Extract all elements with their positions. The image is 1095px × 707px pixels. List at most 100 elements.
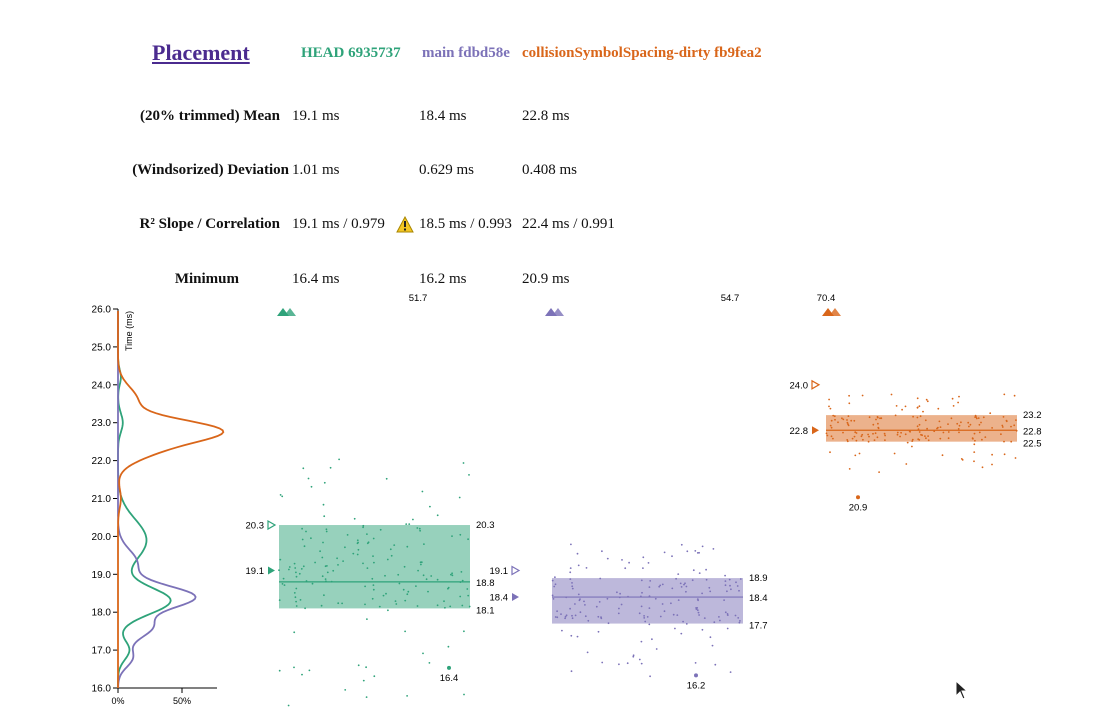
y-tick-label: 24.0 (92, 380, 112, 391)
sample-point (846, 421, 849, 424)
sample-point (570, 634, 573, 637)
sample-point (739, 578, 742, 580)
sample-point (565, 614, 568, 617)
y-axis-label: Time (ms) (124, 311, 134, 351)
sample-point (878, 471, 880, 473)
sample-point (904, 433, 907, 436)
mouse-cursor-icon (955, 680, 969, 700)
sample-point (961, 459, 964, 461)
sample-point (925, 398, 928, 401)
sample-point (916, 425, 919, 428)
sample-point (918, 423, 921, 426)
sample-point (569, 567, 572, 569)
sample-point (916, 397, 919, 400)
sample-point (382, 594, 385, 597)
sample-point (728, 578, 731, 581)
sample-point (364, 585, 366, 588)
sample-point (451, 574, 454, 577)
sample-point (841, 417, 843, 420)
sample-point (974, 414, 977, 417)
sample-point (436, 578, 439, 581)
sample-point (651, 638, 653, 641)
sample-point (647, 562, 650, 564)
box-median-label: 18.4 (749, 593, 768, 604)
sample-point (598, 601, 601, 603)
sample-point (658, 585, 661, 588)
sample-point (911, 445, 913, 448)
sample-point (356, 539, 359, 542)
y-tick-label: 20.0 (92, 532, 112, 543)
sample-point (329, 466, 332, 469)
sample-point (1003, 453, 1006, 456)
sample-point (461, 579, 464, 582)
sample-point (947, 431, 950, 433)
sample-point (569, 578, 572, 580)
warning-triangle-icon (396, 216, 414, 233)
box-median-label: 18.8 (476, 578, 495, 589)
sample-point (565, 596, 568, 599)
sample-point (884, 439, 886, 441)
sample-point (408, 523, 411, 525)
sample-point (723, 599, 725, 601)
cell-slope-main: 18.5 ms / 0.993 (419, 216, 512, 232)
sample-point (323, 481, 326, 484)
sample-point (738, 621, 741, 624)
sample-point (362, 524, 365, 527)
sample-point (443, 600, 445, 603)
sample-point (825, 432, 828, 435)
overflow-marker (552, 308, 564, 316)
sample-point (640, 595, 642, 598)
sample-point (680, 632, 683, 635)
sample-point (393, 544, 396, 546)
y-tick-label: 17.0 (92, 646, 112, 657)
sample-point (904, 405, 907, 408)
sample-point (659, 584, 662, 587)
box-iqr (279, 525, 470, 609)
sample-point (937, 407, 940, 410)
sample-point (295, 571, 297, 574)
sample-point (884, 434, 886, 437)
sample-point (416, 527, 419, 529)
sample-point (937, 426, 939, 429)
sample-point (724, 611, 727, 614)
sample-point (675, 577, 677, 580)
sample-point (404, 599, 407, 602)
sample-point (371, 597, 374, 600)
sample-point (899, 435, 901, 438)
sample-point (344, 546, 346, 549)
sample-point (957, 401, 959, 404)
sample-point (319, 550, 321, 553)
sample-point (696, 552, 699, 554)
sample-point (640, 662, 643, 665)
sample-point (906, 441, 909, 444)
sample-point (356, 553, 359, 556)
sample-point (826, 434, 829, 437)
sample-point (900, 431, 902, 434)
sample-point (341, 602, 343, 605)
sample-point (321, 556, 324, 559)
mean-marker (812, 426, 819, 435)
sample-point (709, 590, 712, 593)
page-title[interactable]: Placement (152, 40, 250, 65)
sample-point (463, 630, 465, 633)
sample-point (619, 592, 621, 595)
sample-point (308, 669, 311, 672)
sample-point (933, 430, 936, 433)
sample-point (1013, 394, 1016, 397)
sample-point (729, 584, 731, 587)
sample-point (685, 590, 687, 593)
cell-min-head: 16.4 ms (292, 271, 340, 287)
cell-min-main: 16.2 ms (419, 271, 467, 287)
overflow-marker (284, 308, 296, 316)
sample-point (427, 590, 429, 593)
sample-point (362, 562, 364, 565)
sample-point (390, 554, 393, 557)
sample-point (911, 438, 914, 441)
sample-point (447, 645, 450, 648)
sample-point (677, 573, 680, 575)
upper-marker-label: 20.3 (246, 521, 265, 532)
sample-point (387, 609, 389, 612)
box-low-label: 22.5 (1023, 439, 1042, 450)
sample-point (692, 569, 695, 572)
